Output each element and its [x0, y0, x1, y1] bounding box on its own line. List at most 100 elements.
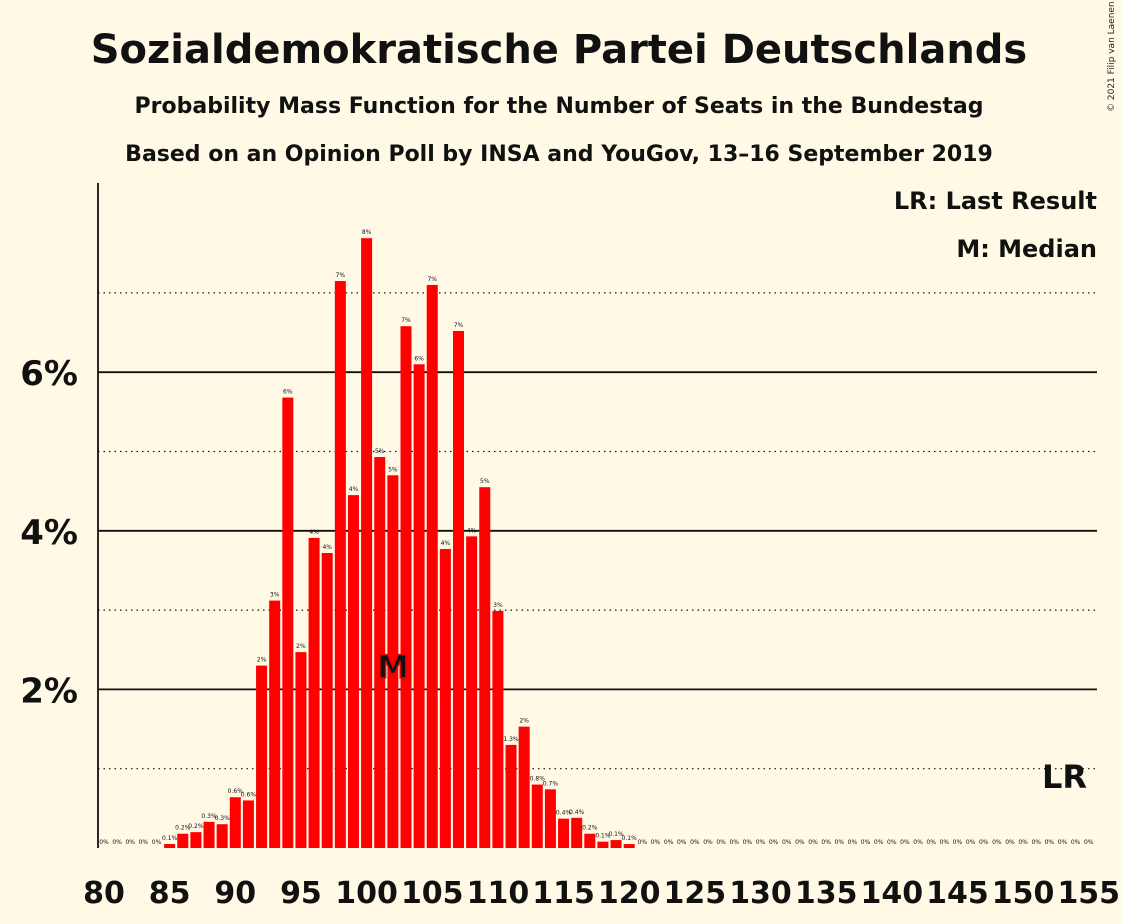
x-tick-label: 150	[992, 876, 1055, 911]
x-tick-label: 140	[860, 876, 923, 911]
legend-median: M: Median	[956, 235, 1097, 263]
bar-data-label: 0%	[782, 839, 792, 846]
bar	[164, 844, 176, 848]
bar-data-label: 7%	[427, 276, 437, 283]
bar-data-label: 0.4%	[569, 809, 585, 816]
bar-data-label: 0%	[677, 839, 687, 846]
x-tick-label: 110	[467, 876, 530, 911]
last-result-marker: LR	[1042, 758, 1087, 796]
bar-data-label: 6%	[414, 355, 424, 362]
bar-data-label: 0%	[651, 839, 661, 846]
bar-data-label: 5%	[388, 466, 398, 473]
x-tick-label: 135	[795, 876, 858, 911]
bar	[505, 744, 517, 848]
bar-data-label: 0%	[716, 839, 726, 846]
bar	[558, 818, 570, 848]
bar	[374, 457, 386, 848]
bar-data-label: 0%	[926, 839, 936, 846]
legend-last-result: LR: Last Result	[894, 187, 1097, 215]
bar-data-label: 0.4%	[556, 810, 572, 817]
bar-data-label: 0%	[690, 839, 700, 846]
bar-data-label: 7%	[454, 322, 464, 329]
x-tick-label: 130	[729, 876, 792, 911]
bar	[453, 330, 465, 848]
bar-data-label: 0.7%	[543, 780, 559, 787]
bar-data-label: 0%	[1045, 839, 1055, 846]
x-tick-label: 90	[214, 876, 256, 911]
bar	[400, 326, 412, 848]
bar	[282, 397, 294, 848]
median-marker: M	[377, 648, 409, 686]
bar-data-label: 0%	[1084, 839, 1094, 846]
bar-data-label: 0%	[966, 839, 976, 846]
bar	[177, 833, 189, 848]
bar-data-label: 5%	[480, 478, 490, 485]
x-tick-label: 120	[598, 876, 661, 911]
bar-data-label: 0%	[638, 839, 648, 846]
bar-data-label: 0%	[979, 839, 989, 846]
bar-data-label: 0.1%	[162, 835, 178, 842]
bar-data-label: 2%	[296, 643, 306, 650]
bar	[256, 665, 268, 848]
bar-data-label: 8%	[362, 229, 372, 236]
bar-data-label: 0.3%	[201, 813, 217, 820]
bar	[518, 726, 530, 848]
bar-data-label: 6%	[283, 389, 293, 396]
bar-data-label: 0%	[874, 839, 884, 846]
bar-data-label: 0.8%	[530, 776, 546, 783]
bar	[216, 824, 228, 848]
tick-labels: 2%4%6%80 85 90 95 100 105 110 115 120 125 130 135 14…	[20, 354, 1120, 911]
bar-data-label: 0%	[940, 839, 950, 846]
bar-data-label: 0%	[953, 839, 963, 846]
bar-data-label: 0%	[664, 839, 674, 846]
bar	[321, 553, 333, 848]
bar	[439, 549, 451, 848]
bar	[466, 536, 478, 848]
grid-lines	[98, 292, 1097, 770]
bar-data-label: 0%	[139, 839, 149, 846]
bar	[361, 238, 373, 849]
bar	[623, 844, 635, 848]
bar	[479, 487, 491, 848]
x-tick-label: 105	[401, 876, 464, 911]
bar	[426, 284, 438, 849]
bar-data-label: 7%	[401, 317, 411, 324]
bar-data-label: 0%	[821, 839, 831, 846]
x-tick-label: 145	[926, 876, 989, 911]
y-tick-label: 4%	[20, 513, 78, 553]
chart-title: Sozialdemokratische Partei Deutschlands	[91, 27, 1028, 73]
bar-data-label: 0.2%	[188, 823, 204, 830]
bar-data-label: 2%	[519, 718, 529, 725]
bar	[334, 281, 346, 848]
bar-data-label: 0%	[1058, 839, 1068, 846]
bar-data-label: 0%	[808, 839, 818, 846]
bar	[413, 364, 425, 848]
bar-data-label: 0.1%	[595, 833, 611, 840]
bar	[190, 832, 202, 848]
bar-data-label: 0%	[795, 839, 805, 846]
bar-data-label: 0%	[913, 839, 923, 846]
x-tick-label: 125	[664, 876, 727, 911]
bars	[164, 238, 635, 849]
bar-data-label: 0.2%	[175, 825, 191, 832]
x-tick-label: 100	[335, 876, 398, 911]
bar-data-label: 4%	[441, 540, 451, 547]
bar-data-label: 0%	[112, 839, 122, 846]
bar-data-label: 0%	[729, 839, 739, 846]
bar-data-label: 0%	[861, 839, 871, 846]
x-tick-label: 85	[149, 876, 191, 911]
bar	[571, 817, 583, 848]
bar	[308, 537, 320, 848]
bar-data-label: 0.6%	[241, 791, 257, 798]
bar	[531, 784, 543, 848]
bar-data-label: 0%	[756, 839, 766, 846]
y-tick-label: 2%	[20, 671, 78, 711]
y-tick-label: 6%	[20, 354, 78, 394]
bar-data-label: 0%	[992, 839, 1002, 846]
bar-data-label: 0.2%	[582, 825, 598, 832]
x-tick-label: 115	[532, 876, 595, 911]
bar-data-label: 4%	[322, 544, 332, 551]
bar-data-label: 0.6%	[228, 788, 244, 795]
bar	[295, 652, 307, 848]
